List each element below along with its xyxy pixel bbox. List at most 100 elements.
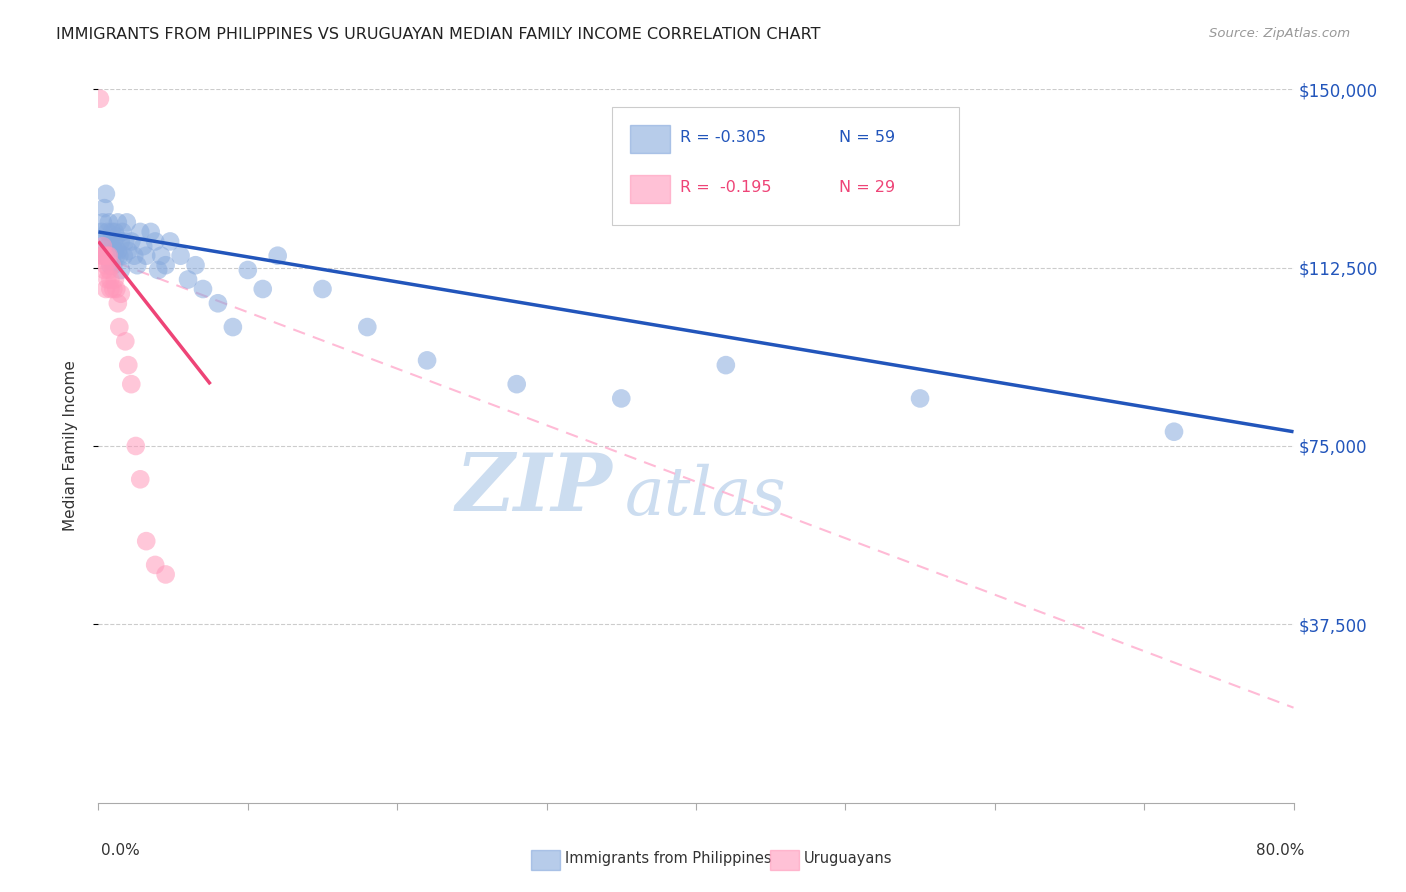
Point (127, 258, 149, 272)
Text: ZIP: ZIP (456, 450, 613, 527)
Point (135, 534, 157, 549)
Point (105, 282, 128, 296)
Point (191, 282, 214, 296)
Point (94, 258, 117, 272)
Point (94, 282, 117, 296)
Point (90, 249, 112, 263)
Point (110, 263, 132, 277)
Point (610, 392, 633, 406)
Bar (630, 125, 669, 153)
Point (125, 439, 148, 453)
Point (110, 235, 132, 249)
Point (96, 272, 118, 286)
Point (114, 334, 136, 349)
Bar (630, 175, 669, 203)
Point (104, 244, 127, 258)
Point (97, 215, 120, 229)
Point (117, 244, 139, 258)
Text: N = 29: N = 29 (839, 180, 896, 195)
Point (104, 272, 127, 286)
Point (356, 320, 378, 334)
Point (93, 201, 115, 215)
Point (129, 472, 152, 486)
Point (91, 249, 114, 263)
Point (93, 235, 115, 249)
Point (159, 235, 181, 249)
Point (107, 215, 129, 229)
Point (124, 249, 146, 263)
Point (96, 225, 118, 239)
Point (105, 249, 128, 263)
Point (97, 263, 120, 277)
Point (93, 263, 115, 277)
Point (252, 282, 274, 296)
Point (100, 282, 122, 296)
Point (104, 225, 127, 239)
Point (714, 358, 737, 372)
Point (155, 567, 177, 582)
Point (90, 225, 112, 239)
Point (94, 186, 117, 201)
Point (103, 235, 125, 249)
Point (115, 215, 138, 229)
Point (108, 249, 131, 263)
Point (93, 249, 115, 263)
Point (236, 263, 259, 277)
Y-axis label: Median Family Income: Median Family Income (63, 360, 77, 532)
Point (169, 249, 191, 263)
Point (117, 358, 139, 372)
Point (97, 249, 120, 263)
Point (111, 225, 134, 239)
Point (148, 263, 170, 277)
Point (120, 377, 142, 392)
Point (155, 258, 177, 272)
Point (103, 282, 125, 296)
Text: atlas: atlas (624, 463, 786, 529)
Text: R = -0.305: R = -0.305 (681, 130, 766, 145)
Text: Uruguayans: Uruguayans (804, 851, 893, 865)
FancyBboxPatch shape (613, 107, 959, 225)
Point (110, 286, 132, 301)
Point (177, 272, 200, 286)
Point (150, 249, 173, 263)
Text: 0.0%: 0.0% (101, 843, 141, 858)
Point (100, 272, 122, 286)
Point (311, 282, 333, 296)
Point (101, 249, 124, 263)
Point (107, 296, 129, 310)
Point (107, 244, 129, 258)
Text: Source: ZipAtlas.com: Source: ZipAtlas.com (1209, 27, 1350, 40)
Point (114, 235, 136, 249)
Point (222, 320, 245, 334)
Point (207, 296, 229, 310)
Point (184, 258, 207, 272)
Text: IMMIGRANTS FROM PHILIPPINES VS URUGUAYAN MEDIAN FAMILY INCOME CORRELATION CHART: IMMIGRANTS FROM PHILIPPINES VS URUGUAYAN… (56, 27, 821, 42)
Point (132, 239, 155, 253)
Point (143, 235, 166, 249)
Point (129, 225, 152, 239)
Point (89, 92, 111, 106)
Point (94, 249, 117, 263)
Point (506, 377, 529, 392)
Point (135, 249, 157, 263)
Point (91, 239, 114, 253)
Point (100, 258, 122, 272)
Point (267, 249, 290, 263)
Point (120, 235, 142, 249)
Point (96, 249, 118, 263)
Text: 80.0%: 80.0% (1257, 843, 1305, 858)
Text: N = 59: N = 59 (839, 130, 896, 145)
Point (100, 235, 122, 249)
Text: Immigrants from Philippines: Immigrants from Philippines (565, 851, 772, 865)
Point (96, 249, 118, 263)
Point (91, 215, 114, 229)
Point (112, 249, 135, 263)
Point (105, 229, 128, 244)
Point (416, 353, 439, 368)
Point (1163, 425, 1185, 439)
Point (101, 225, 124, 239)
Point (103, 258, 125, 272)
Point (908, 392, 931, 406)
Point (101, 258, 124, 272)
Point (108, 320, 131, 334)
